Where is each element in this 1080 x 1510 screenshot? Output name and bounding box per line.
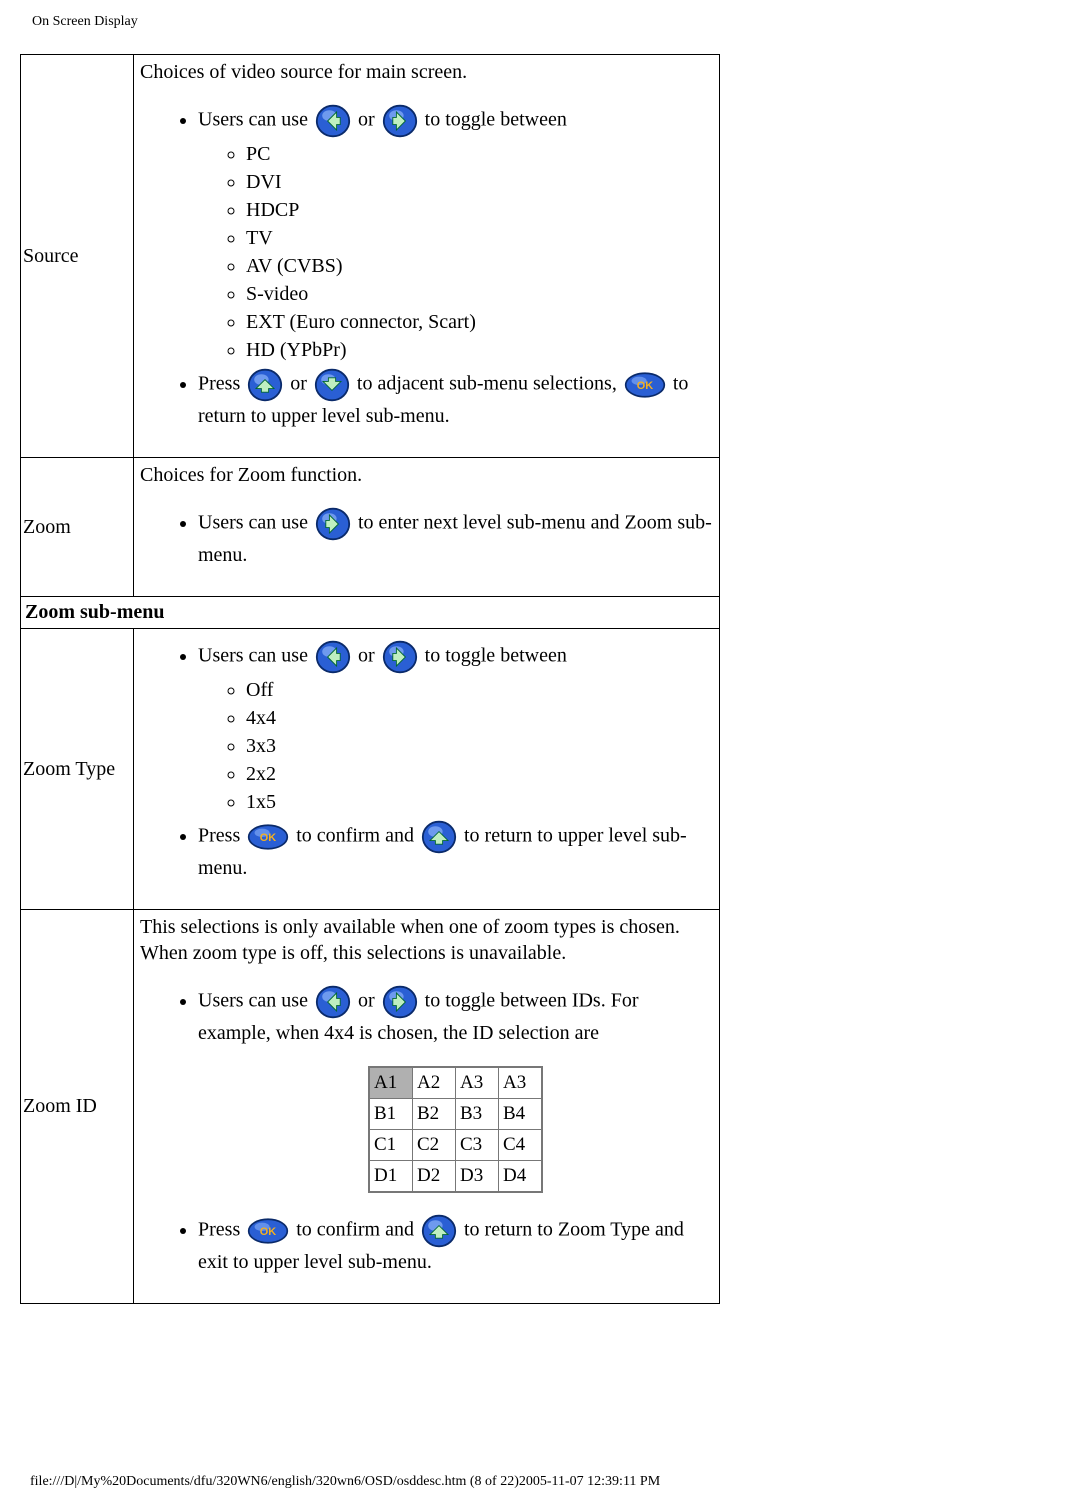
row-zoom-sub-header: Zoom sub-menu: [21, 597, 720, 629]
left-arrow-icon: [315, 639, 351, 675]
zoom-id-cell: C4: [499, 1130, 543, 1161]
content-source: Choices of video source for main screen.…: [134, 55, 720, 458]
zoom-id-bullet-1: Users can use or: [198, 984, 713, 1193]
option-item: 3x3: [246, 733, 713, 759]
option-item: AV (CVBS): [246, 253, 713, 279]
row-zoom-type: Zoom Type Users can use or: [21, 629, 720, 910]
zoom-id-grid: A1A2A3A3B1B2B3B4C1C2C3C4D1D2D3D4: [368, 1066, 543, 1193]
zoom-type-bullet-1: Users can use or: [198, 639, 713, 815]
option-item: 2x2: [246, 761, 713, 787]
zoom-bullet-1: Users can use to enter next level sub-me…: [198, 506, 713, 568]
zoom-id-cell: C2: [413, 1130, 456, 1161]
up-arrow-icon: [247, 367, 283, 403]
page-footer: file:///D|/My%20Documents/dfu/320WN6/eng…: [30, 1474, 1050, 1490]
ok-icon: OK: [247, 823, 289, 851]
page-header: On Screen Display: [32, 14, 1050, 30]
option-item: Off: [246, 677, 713, 703]
option-item: EXT (Euro connector, Scart): [246, 309, 713, 335]
up-arrow-icon: [421, 1213, 457, 1249]
option-item: PC: [246, 141, 713, 167]
option-item: 1x5: [246, 789, 713, 815]
left-arrow-icon: [315, 984, 351, 1020]
option-item: TV: [246, 225, 713, 251]
row-source: Source Choices of video source for main …: [21, 55, 720, 458]
row-zoom: Zoom Choices for Zoom function. Users ca…: [21, 458, 720, 597]
zoom-id-cell: A3: [456, 1067, 499, 1099]
ok-icon: OK: [624, 371, 666, 399]
right-arrow-icon: [382, 984, 418, 1020]
zoom-id-cell: D4: [499, 1161, 543, 1193]
zoom-id-cell: D2: [413, 1161, 456, 1193]
content-zoom-type: Users can use or: [134, 629, 720, 910]
zoom-id-cell: D3: [456, 1161, 499, 1193]
zoom-type-bullet-2: Press OK to confirm and to return to upp…: [198, 819, 713, 881]
osd-table: Source Choices of video source for main …: [20, 54, 720, 1304]
content-zoom-id: This selections is only available when o…: [134, 910, 720, 1304]
option-item: HDCP: [246, 197, 713, 223]
zoom-id-cell: A3: [499, 1067, 543, 1099]
up-arrow-icon: [421, 819, 457, 855]
svg-text:OK: OK: [637, 380, 653, 392]
right-arrow-icon: [315, 506, 351, 542]
down-arrow-icon: [314, 367, 350, 403]
zoom-sub-header: Zoom sub-menu: [21, 597, 720, 629]
label-zoom-id: Zoom ID: [21, 910, 134, 1304]
zoom-intro: Choices for Zoom function.: [140, 462, 713, 488]
zoom-id-cell: B1: [369, 1099, 413, 1130]
option-item: S-video: [246, 281, 713, 307]
zoom-id-cell: B3: [456, 1099, 499, 1130]
label-zoom-type: Zoom Type: [21, 629, 134, 910]
svg-text:OK: OK: [260, 832, 276, 844]
option-item: DVI: [246, 169, 713, 195]
right-arrow-icon: [382, 639, 418, 675]
svg-text:OK: OK: [260, 1226, 276, 1238]
right-arrow-icon: [382, 103, 418, 139]
zoom-id-cell: B4: [499, 1099, 543, 1130]
zoom-id-cell: A1: [369, 1067, 413, 1099]
source-options: PCDVIHDCPTVAV (CVBS)S-videoEXT (Euro con…: [198, 141, 713, 363]
label-zoom: Zoom: [21, 458, 134, 597]
zoom-id-cell: C1: [369, 1130, 413, 1161]
zoom-id-bullet-2: Press OK to confirm and to return to Zoo…: [198, 1213, 713, 1275]
zoom-type-options: Off4x43x32x21x5: [198, 677, 713, 815]
content-zoom: Choices for Zoom function. Users can use…: [134, 458, 720, 597]
source-intro: Choices of video source for main screen.: [140, 59, 713, 85]
zoom-id-intro: This selections is only available when o…: [140, 914, 713, 966]
zoom-id-cell: A2: [413, 1067, 456, 1099]
source-bullet-1: Users can use or: [198, 103, 713, 363]
label-source: Source: [21, 55, 134, 458]
left-arrow-icon: [315, 103, 351, 139]
source-bullet-2: Press or: [198, 367, 713, 429]
option-item: 4x4: [246, 705, 713, 731]
row-zoom-id: Zoom ID This selections is only availabl…: [21, 910, 720, 1304]
option-item: HD (YPbPr): [246, 337, 713, 363]
zoom-id-cell: C3: [456, 1130, 499, 1161]
ok-icon: OK: [247, 1217, 289, 1245]
zoom-id-cell: B2: [413, 1099, 456, 1130]
zoom-id-cell: D1: [369, 1161, 413, 1193]
